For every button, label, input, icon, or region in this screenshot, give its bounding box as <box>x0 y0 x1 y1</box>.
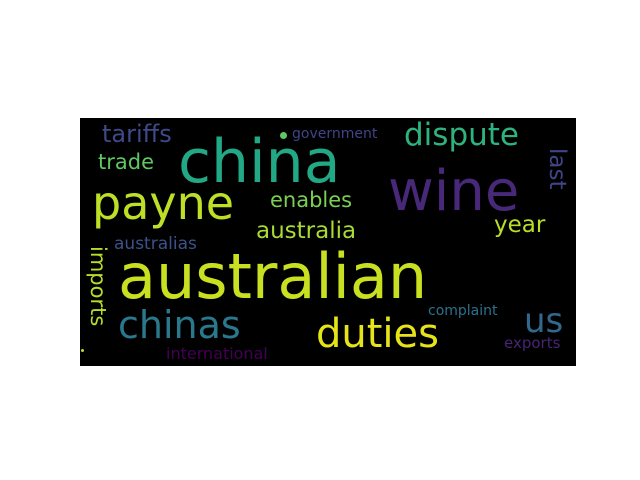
word-wine: wine <box>388 159 520 224</box>
word-international: international <box>166 344 268 363</box>
word-us: us <box>524 301 564 341</box>
word-dispute: dispute <box>404 118 519 153</box>
word-australian: australian <box>118 240 428 313</box>
word-cloud: australian china wine payne chinas dutie… <box>80 118 576 366</box>
word-exports: exports <box>504 334 561 352</box>
word-complaint: complaint <box>428 303 498 319</box>
word-government: government <box>292 126 378 142</box>
word-tariffs: tariffs <box>102 120 172 148</box>
word-chinas: chinas <box>118 303 241 347</box>
small-dot-mark <box>81 349 84 352</box>
word-australia: australia <box>256 218 357 244</box>
word-australias: australias <box>114 234 197 254</box>
word-payne: payne <box>92 176 235 230</box>
word-last: last <box>544 148 570 190</box>
word-trade: trade <box>98 150 154 174</box>
word-imports: imports <box>86 246 110 327</box>
word-enables: enables <box>270 188 353 212</box>
word-china: china <box>178 127 341 197</box>
small-dot-mark <box>280 132 287 139</box>
word-duties: duties <box>316 311 439 357</box>
word-year: year <box>494 212 546 238</box>
